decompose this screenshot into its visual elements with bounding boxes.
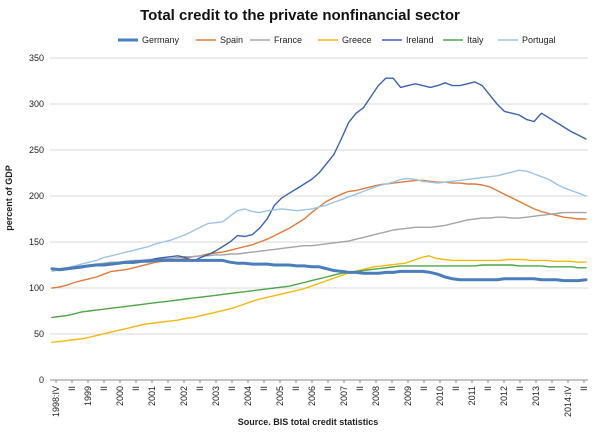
x-tick-label: 2006 — [307, 386, 317, 406]
x-tick-label: 1999 — [83, 386, 93, 406]
y-tick-label: 0 — [39, 375, 44, 385]
y-tick-label: 350 — [29, 53, 44, 63]
x-tick-label: II — [419, 386, 429, 391]
y-tick-label: 50 — [34, 329, 44, 339]
series-line-spain — [51, 179, 587, 289]
legend-label-germany: Germany — [142, 35, 180, 45]
x-tick-label: II — [259, 386, 269, 391]
gridlines — [50, 57, 588, 381]
x-tick-label: II — [291, 386, 301, 391]
x-tick-label: 2005 — [275, 386, 285, 406]
x-tick-label: 2003 — [211, 386, 221, 406]
legend-label-ireland: Ireland — [406, 35, 434, 45]
x-tick-label: 2002 — [179, 386, 189, 406]
legend-label-spain: Spain — [220, 35, 243, 45]
y-axis-ticks: 0 50 100 150 200 250 300 350 — [29, 53, 44, 385]
series-lines — [50, 77, 588, 343]
legend-label-portugal: Portugal — [522, 35, 556, 45]
x-tick-label: II — [387, 386, 397, 391]
x-tick-label: 2009 — [403, 386, 413, 406]
x-tick-label: 1998:IV — [51, 386, 61, 417]
x-tick-label: II — [323, 386, 333, 391]
series-line-italy — [51, 264, 587, 319]
y-tick-label: 300 — [29, 99, 44, 109]
legend-label-france: France — [274, 35, 302, 45]
y-tick-label: 150 — [29, 237, 44, 247]
x-tick-label: II — [355, 386, 365, 391]
legend-label-greece: Greece — [342, 35, 372, 45]
x-tick-label: II — [195, 386, 205, 391]
x-tick-label: II — [547, 386, 557, 391]
x-tick-label: II — [483, 386, 493, 391]
x-tick-label: II — [227, 386, 237, 391]
x-tick-label: II — [515, 386, 525, 391]
x-tick-label: 2013 — [531, 386, 541, 406]
x-tick-label: 2004 — [243, 386, 253, 406]
chart-title: Total credit to the private nonfinancial… — [140, 7, 460, 24]
y-axis-label: percent of GDP — [4, 165, 14, 231]
x-tick-label: 2010 — [435, 386, 445, 406]
series-line-germany — [50, 258, 588, 283]
x-tick-label: II — [131, 386, 141, 391]
x-tick-label: 2001 — [147, 386, 157, 406]
x-axis-ticks: 1998:IV II 1999 II 2000 II 2001 II 2002 II 2003 II 2… — [51, 380, 589, 417]
source-note: Source. BIS total credit statistics — [238, 417, 379, 427]
y-tick-label: 100 — [29, 283, 44, 293]
x-tick-label: 2014:IV — [563, 386, 573, 417]
series-line-greece — [51, 255, 587, 343]
x-tick-label: II — [67, 386, 77, 391]
x-tick-label: 2008 — [371, 386, 381, 406]
y-tick-label: 200 — [29, 191, 44, 201]
series-line-portugal — [51, 169, 587, 273]
x-tick-label: II — [163, 386, 173, 391]
legend-label-italy: Italy — [467, 35, 484, 45]
x-tick-label: 2000 — [115, 386, 125, 406]
x-tick-label: II — [451, 386, 461, 391]
x-tick-label: II — [579, 386, 589, 391]
x-tick-label: 2011 — [467, 386, 477, 405]
x-tick-label: 2012 — [499, 386, 509, 406]
y-tick-label: 250 — [29, 145, 44, 155]
legend: Germany Spain France Greece Ireland Italy Port… — [118, 35, 556, 45]
x-tick-label: II — [99, 386, 109, 391]
x-tick-label: 2007 — [339, 386, 349, 406]
